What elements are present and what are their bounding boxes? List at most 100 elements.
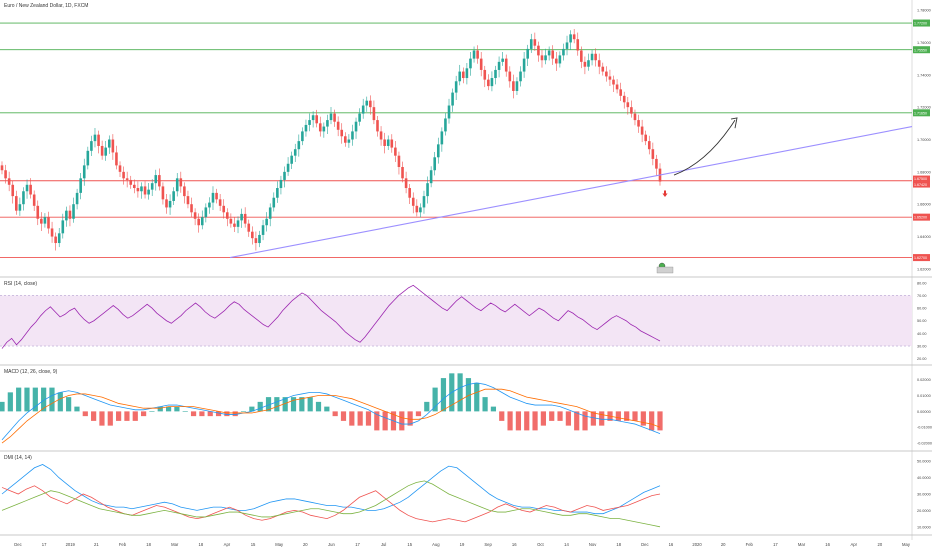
- macd-histogram-bar: [0, 401, 5, 412]
- macd-tick-label: -0.01000: [917, 426, 932, 430]
- candle-body: [107, 139, 111, 148]
- candle-body: [308, 120, 311, 125]
- candle-body: [111, 139, 115, 153]
- macd-histogram-bar: [91, 411, 97, 421]
- macd-histogram-bar: [632, 411, 638, 421]
- candle-body: [258, 234, 261, 244]
- candle-body: [583, 61, 587, 67]
- candle-body: [4, 170, 7, 179]
- candle-body: [40, 218, 43, 224]
- macd-histogram-bar: [432, 387, 438, 412]
- x-tick-label: Jun: [328, 542, 335, 547]
- forecast-arrow: [673, 119, 736, 176]
- candle-body: [0, 165, 4, 171]
- x-tick-label: 15: [407, 542, 412, 547]
- candle-body: [562, 48, 565, 56]
- candle-body: [15, 196, 18, 211]
- macd-histogram-bar: [149, 411, 155, 412]
- candle-body: [100, 145, 104, 156]
- macd-histogram-bar: [590, 411, 596, 426]
- candle-body: [644, 134, 647, 142]
- candle-body: [86, 150, 90, 166]
- price-tag-label: 1.67500: [914, 177, 927, 181]
- candle-body: [376, 120, 379, 132]
- candle-body: [597, 60, 601, 67]
- candle-body: [125, 178, 129, 180]
- dmi-tick-label: 50.0000: [917, 460, 931, 464]
- candle-body: [65, 210, 68, 221]
- x-tick-label: 15: [251, 542, 256, 547]
- candle-body: [508, 71, 512, 82]
- candle-body: [50, 228, 54, 237]
- candle-body: [436, 144, 440, 158]
- candle-body: [243, 213, 247, 224]
- macd-histogram-bar: [490, 406, 497, 412]
- candle-body: [476, 50, 479, 59]
- rsi-title: RSI (14, close): [4, 281, 38, 287]
- macd-histogram-bar: [565, 411, 571, 426]
- macd-histogram-bar: [574, 411, 580, 431]
- candle-body: [247, 223, 251, 232]
- macd-histogram-bar: [57, 392, 63, 412]
- candle-body: [630, 107, 633, 114]
- candle-body: [336, 121, 340, 130]
- level-tag-support: [913, 213, 930, 221]
- candle-body: [433, 157, 437, 171]
- candle-body: [118, 165, 122, 172]
- macd-title: MACD (12, 26, close, 9): [4, 369, 58, 375]
- candle-body: [36, 205, 40, 219]
- candle-body: [344, 136, 347, 143]
- candle-body: [326, 120, 329, 127]
- macd-histogram-bar: [324, 406, 330, 412]
- level-tag-label: 1.71650: [914, 111, 927, 115]
- candle-body: [72, 204, 75, 219]
- level-tag-label: 1.62700: [914, 256, 927, 260]
- candle-body: [447, 105, 451, 119]
- candle-body: [179, 178, 183, 187]
- macd-histogram-bar: [457, 373, 463, 412]
- candle-body: [465, 68, 469, 79]
- candle-body: [329, 113, 333, 121]
- candle-body: [383, 139, 386, 146]
- macd-histogram-bar: [615, 411, 621, 421]
- candle-body: [394, 147, 397, 156]
- candle-body: [419, 207, 422, 213]
- candle-body: [143, 186, 147, 195]
- candle-body: [533, 39, 537, 46]
- macd-histogram-bar: [599, 411, 605, 426]
- candle-body: [440, 131, 444, 145]
- macd-histogram-bar: [174, 406, 180, 412]
- macd-histogram-bar: [374, 411, 380, 431]
- candle-body: [404, 178, 408, 189]
- candle-body: [254, 238, 258, 244]
- candle-body: [297, 141, 301, 150]
- macd-histogram-bar: [49, 387, 55, 412]
- candle-body: [526, 48, 529, 59]
- y-tick-label: 1.64000: [917, 235, 931, 239]
- x-tick-label: 2020: [692, 542, 702, 547]
- candle-body: [633, 113, 637, 121]
- candle-body: [225, 212, 229, 219]
- x-tick-label: May: [275, 542, 284, 547]
- candle-body: [82, 165, 86, 179]
- di-minus-line: [1, 485, 661, 523]
- candle-body: [129, 179, 133, 185]
- candle-body: [608, 76, 612, 80]
- macd-histogram-bar: [82, 411, 88, 417]
- candle-body: [569, 34, 572, 43]
- level-tag-resistance: [913, 19, 930, 27]
- candle-body: [369, 100, 372, 108]
- candle-body: [261, 225, 265, 235]
- level-tag-label: 1.65200: [914, 216, 927, 220]
- candle-body: [158, 175, 161, 187]
- macd-histogram-bar: [107, 411, 113, 426]
- candle-body: [580, 50, 583, 62]
- candle-body: [340, 129, 344, 137]
- candle-body: [605, 71, 608, 77]
- rsi-tick-label: 70.00: [917, 294, 927, 298]
- candle-body: [472, 50, 476, 59]
- x-tick-label: Apr: [224, 542, 231, 547]
- x-tick-label: 17: [355, 542, 360, 547]
- candle-body: [61, 220, 65, 234]
